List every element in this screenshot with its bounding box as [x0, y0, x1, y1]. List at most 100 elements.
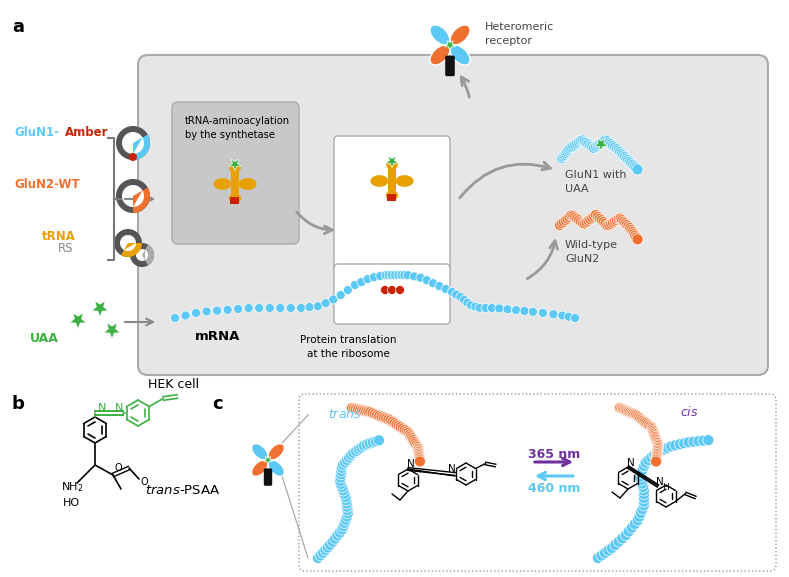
Ellipse shape — [268, 460, 284, 477]
Circle shape — [653, 439, 664, 450]
Circle shape — [574, 215, 585, 226]
Circle shape — [212, 306, 222, 315]
Circle shape — [559, 149, 570, 160]
Circle shape — [626, 224, 637, 235]
Circle shape — [297, 304, 305, 312]
Circle shape — [343, 452, 354, 463]
Circle shape — [556, 218, 567, 229]
Circle shape — [566, 210, 577, 221]
Circle shape — [414, 453, 425, 464]
Text: mRNA: mRNA — [195, 330, 241, 343]
Circle shape — [368, 437, 379, 448]
Ellipse shape — [451, 25, 470, 45]
Text: 460 nm: 460 nm — [528, 481, 580, 494]
Circle shape — [286, 304, 295, 313]
Circle shape — [585, 213, 596, 225]
Polygon shape — [116, 126, 150, 160]
Circle shape — [570, 212, 581, 223]
Text: c: c — [212, 395, 222, 413]
Ellipse shape — [252, 460, 267, 477]
Circle shape — [609, 216, 620, 227]
Circle shape — [367, 407, 378, 418]
Circle shape — [348, 448, 359, 459]
Circle shape — [703, 434, 714, 445]
Circle shape — [608, 140, 619, 151]
Circle shape — [413, 443, 424, 454]
Circle shape — [471, 302, 480, 311]
Circle shape — [397, 423, 408, 434]
Circle shape — [611, 144, 623, 155]
Circle shape — [620, 218, 630, 228]
Polygon shape — [445, 40, 455, 51]
Circle shape — [337, 524, 348, 535]
Circle shape — [322, 542, 333, 553]
Circle shape — [590, 141, 601, 152]
Circle shape — [643, 455, 654, 466]
FancyBboxPatch shape — [334, 264, 450, 324]
Circle shape — [623, 221, 634, 232]
Text: N: N — [115, 403, 123, 413]
Circle shape — [613, 213, 624, 224]
Circle shape — [698, 435, 709, 446]
Circle shape — [649, 449, 660, 460]
Circle shape — [234, 305, 243, 313]
Circle shape — [342, 504, 353, 515]
Circle shape — [598, 136, 609, 147]
Circle shape — [625, 223, 635, 234]
Circle shape — [594, 213, 605, 224]
Circle shape — [383, 414, 394, 425]
Circle shape — [336, 291, 345, 299]
Circle shape — [596, 215, 608, 226]
Circle shape — [560, 148, 571, 159]
Circle shape — [649, 428, 660, 439]
Polygon shape — [120, 235, 136, 251]
Circle shape — [596, 550, 607, 561]
Circle shape — [648, 425, 659, 436]
Circle shape — [567, 140, 578, 151]
Ellipse shape — [386, 191, 398, 200]
Circle shape — [385, 415, 396, 426]
Circle shape — [369, 273, 379, 282]
Circle shape — [371, 436, 381, 447]
Circle shape — [305, 302, 314, 312]
Text: GluN1 with
UAA: GluN1 with UAA — [565, 170, 626, 194]
Text: GluN2-WT: GluN2-WT — [14, 178, 80, 192]
Circle shape — [617, 533, 628, 544]
Circle shape — [511, 306, 521, 314]
Circle shape — [503, 305, 512, 314]
Circle shape — [363, 275, 372, 284]
Circle shape — [402, 426, 413, 437]
Circle shape — [589, 143, 600, 153]
Circle shape — [181, 311, 190, 320]
Circle shape — [441, 284, 451, 294]
Text: Heteromeric
receptor: Heteromeric receptor — [485, 22, 554, 46]
Circle shape — [350, 445, 361, 457]
Text: tRNA-aminoacylation
by the synthetase: tRNA-aminoacylation by the synthetase — [185, 116, 290, 140]
Circle shape — [456, 293, 465, 302]
Circle shape — [646, 452, 656, 463]
Circle shape — [635, 507, 646, 518]
Circle shape — [403, 271, 413, 280]
Polygon shape — [69, 313, 87, 329]
Circle shape — [416, 273, 425, 282]
Polygon shape — [229, 159, 241, 170]
Circle shape — [619, 216, 629, 227]
Circle shape — [560, 215, 571, 226]
Circle shape — [625, 407, 636, 418]
Circle shape — [602, 220, 613, 231]
Circle shape — [346, 449, 357, 460]
Circle shape — [583, 138, 594, 149]
Ellipse shape — [386, 160, 398, 170]
Circle shape — [600, 548, 611, 559]
Circle shape — [538, 309, 548, 317]
Circle shape — [639, 417, 650, 428]
Polygon shape — [122, 185, 144, 207]
Circle shape — [610, 539, 621, 550]
Circle shape — [389, 418, 400, 429]
FancyBboxPatch shape — [299, 394, 776, 571]
Circle shape — [607, 542, 618, 553]
Text: N: N — [448, 464, 456, 474]
Circle shape — [192, 309, 200, 317]
Polygon shape — [130, 243, 154, 267]
Circle shape — [655, 445, 666, 456]
